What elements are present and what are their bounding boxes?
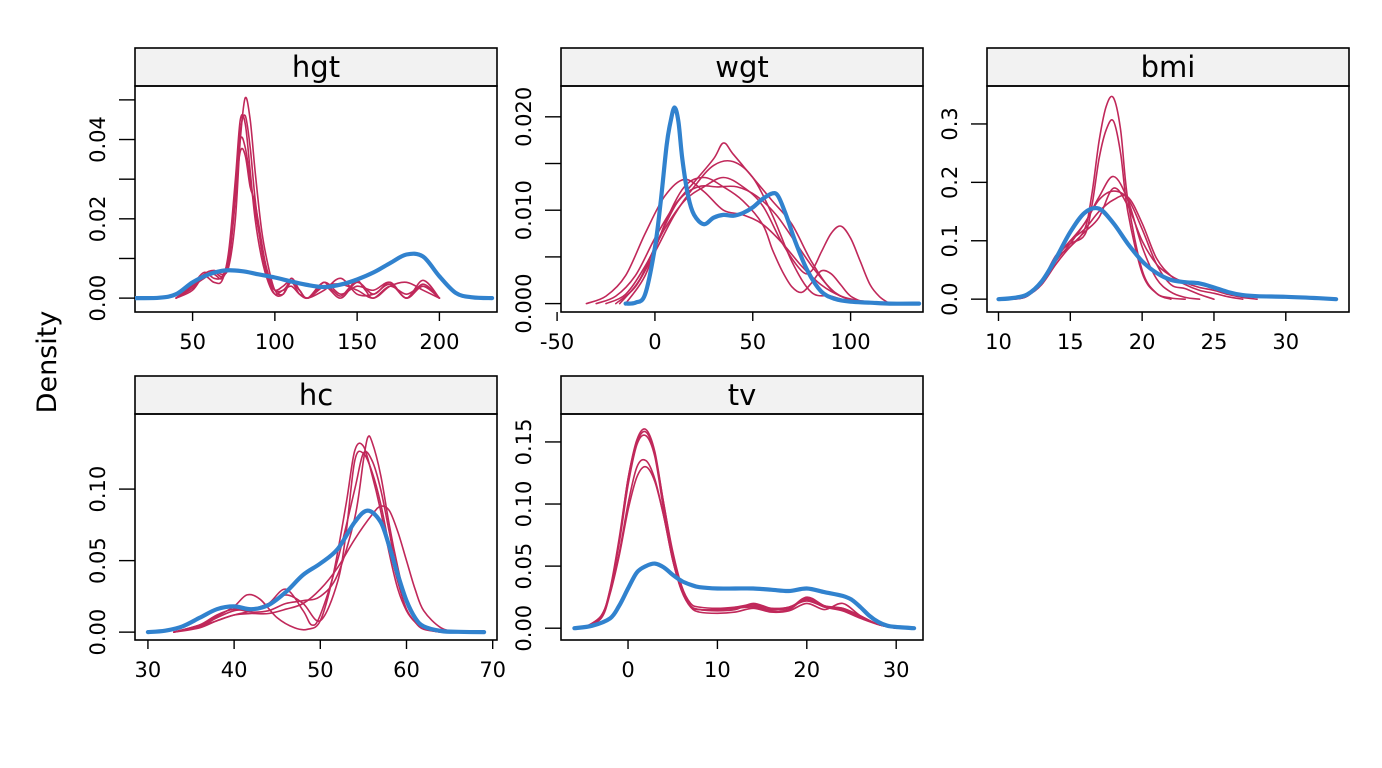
imputed-density-line-6	[624, 176, 868, 305]
y-tick-label: 0.00	[86, 609, 110, 656]
y-tick-label: 0.010	[512, 180, 536, 240]
observed-density-line	[572, 561, 917, 631]
x-tick-label: 60	[393, 658, 420, 682]
y-tick-label: 0.000	[512, 274, 536, 334]
y-tick-label: 0.00	[512, 605, 536, 652]
imputed-density-line-1	[173, 442, 442, 633]
y-tick-label: 0.3	[938, 107, 962, 140]
x-tick-label: 15	[1057, 330, 1084, 354]
strip-header	[134, 47, 498, 87]
imputed-density-line-2	[582, 458, 897, 629]
x-tick-label: 20	[793, 658, 820, 682]
panel-frame	[560, 85, 924, 313]
x-tick-label: 50	[179, 330, 206, 354]
panel-wgt: wgt -50 0 50 100 0.000 0.010 0.020	[512, 47, 924, 354]
panel-hc: hc 30 40 50 60 70 0.00 0.05 0.10	[86, 375, 506, 682]
x-tick-label: 30	[135, 658, 162, 682]
x-tick-label: 10	[704, 658, 731, 682]
panel-hgt: hgt 50 100 150 200 0.00 0.02 0.04	[86, 47, 498, 354]
strip-label: tv	[728, 378, 757, 412]
panel-bmi: bmi 10 15 20 25 30 0.0 0.1 0.2 0.3	[938, 47, 1350, 354]
panel-frame	[134, 413, 498, 641]
imputed-density-line-1	[175, 96, 441, 300]
y-tick-label: 0.1	[938, 224, 962, 257]
observed-density-line	[623, 105, 922, 306]
observed-density-line	[135, 251, 495, 301]
y-tick-label: 0.10	[86, 466, 110, 513]
imputed-density-line-3	[582, 465, 897, 629]
y-tick-label: 0.05	[86, 537, 110, 584]
imputed-density-line-4	[175, 136, 441, 300]
x-tick-label: 70	[479, 658, 506, 682]
strip-label: bmi	[1141, 50, 1196, 84]
x-tick-label: 25	[1201, 330, 1228, 354]
imputed-density-line-3	[605, 176, 891, 305]
y-tick-label: 0.2	[938, 166, 962, 199]
panel-frame	[560, 413, 924, 641]
x-tick-label: 30	[883, 658, 910, 682]
strip-label: hc	[299, 378, 333, 412]
y-tick-label: 0.05	[512, 543, 536, 590]
x-tick-label: 200	[419, 330, 459, 354]
x-tick-label: 10	[985, 330, 1012, 354]
y-tick-label: 0.10	[512, 481, 536, 528]
x-tick-label: -50	[540, 330, 574, 354]
y-tick-label: 0.0	[938, 282, 962, 315]
panel-frame	[986, 85, 1350, 313]
x-tick-label: 150	[337, 330, 377, 354]
x-tick-label: 30	[1272, 330, 1299, 354]
imputed-density-line-5	[582, 434, 897, 629]
imputed-density-line-5	[175, 147, 441, 299]
strip-label: hgt	[292, 50, 340, 84]
imputed-density-line-4	[582, 428, 897, 629]
imputed-density-line-6	[1012, 187, 1258, 300]
strip-label: wgt	[715, 50, 769, 84]
y-tick-label: 0.020	[512, 87, 536, 147]
imputed-density-line-3	[173, 435, 442, 633]
strip-header	[134, 375, 498, 415]
panel-tv: tv 0 10 20 30 0.00 0.05 0.10 0.15	[512, 375, 924, 682]
x-tick-label: 40	[221, 658, 248, 682]
imputed-density-line-1	[1012, 95, 1172, 300]
y-tick-label: 0.02	[86, 195, 110, 242]
y-tick-label: 0.00	[86, 275, 110, 322]
observed-density-line	[145, 508, 487, 635]
y-axis-label: Density	[32, 311, 63, 414]
strip-header	[986, 47, 1350, 87]
imputed-density-line-4	[173, 505, 459, 633]
strip-header	[560, 375, 924, 415]
x-tick-label: 0	[648, 330, 661, 354]
y-tick-label: 0.15	[512, 419, 536, 466]
x-tick-label: 50	[739, 330, 766, 354]
x-tick-label: 100	[831, 330, 871, 354]
panel-frame	[134, 85, 498, 313]
x-tick-label: 50	[307, 658, 334, 682]
y-tick-label: 0.04	[86, 116, 110, 163]
x-tick-label: 0	[621, 658, 634, 682]
x-tick-label: 100	[255, 330, 295, 354]
observed-density-line	[996, 205, 1339, 302]
x-tick-label: 20	[1129, 330, 1156, 354]
